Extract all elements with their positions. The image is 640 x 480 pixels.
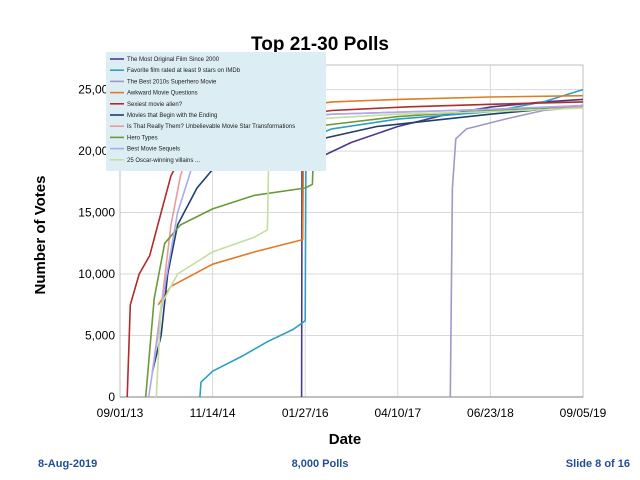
x-axis-title: Date (329, 431, 362, 448)
legend-label-6: Movies that Begin with the Ending (127, 113, 217, 119)
y-axis-title: Number of Votes (32, 176, 49, 295)
y-tick-label: 5,000 (85, 329, 115, 343)
x-tick-label: 01/27/16 (282, 406, 329, 420)
legend-label-4: Awkward Movie Questions (127, 91, 198, 97)
y-tick-label: 10,000 (78, 267, 115, 281)
plot-frame (119, 64, 584, 398)
chart-title: Top 21-30 Polls (251, 34, 389, 55)
legend-label-8: Hero Types (127, 135, 158, 141)
legend-label-7: Is That Really Them? Unbelievable Movie … (127, 124, 295, 130)
legend-label-5: Sexiest movie alien? (127, 102, 183, 108)
legend-label-3: The Best 2010s Superhero Movie (127, 79, 217, 85)
series-line-10 (155, 107, 584, 398)
series-line-8 (144, 104, 584, 398)
footer-slide-number: Slide 8 of 16 (565, 458, 630, 470)
legend-label-1: The Most Original Film Since 2000 (127, 57, 220, 63)
legend-label-10: 25 Oscar-winning villains ... (127, 158, 200, 164)
y-tick-label: 15,000 (78, 206, 115, 220)
series-line-4 (157, 94, 584, 306)
legend: The Most Original Film Since 2000 Favorit… (106, 52, 326, 171)
x-tick-label: 09/01/13 (97, 406, 144, 420)
x-tick-label: 04/10/17 (374, 406, 421, 420)
series-line-3 (449, 106, 584, 398)
x-tick-label: 11/14/14 (190, 406, 236, 420)
legend-box (106, 52, 326, 171)
y-tick-label: 0 (108, 390, 115, 404)
footer-date: 8-Aug-2019 (38, 458, 98, 470)
footer-poll-count: 8,000 Polls (291, 458, 349, 470)
x-tick-label: 06/23/18 (467, 406, 514, 420)
legend-label-9: Best Movie Sequels (127, 147, 180, 153)
x-tick-label: 09/05/19 (560, 406, 607, 420)
legend-label-2: Favorite film rated at least 9 stars on … (127, 68, 241, 74)
x-tick-labels: 09/01/13 11/14/14 01/27/16 04/10/17 06/23/18… (97, 406, 607, 420)
